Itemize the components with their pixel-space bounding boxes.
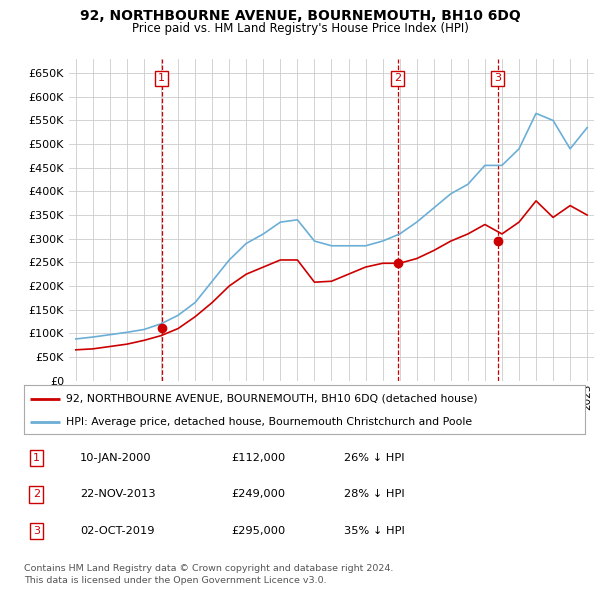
Text: 1: 1: [158, 74, 165, 83]
Text: 22-NOV-2013: 22-NOV-2013: [80, 490, 156, 499]
Text: Contains HM Land Registry data © Crown copyright and database right 2024.: Contains HM Land Registry data © Crown c…: [24, 565, 394, 573]
Text: 92, NORTHBOURNE AVENUE, BOURNEMOUTH, BH10 6DQ (detached house): 92, NORTHBOURNE AVENUE, BOURNEMOUTH, BH1…: [66, 394, 478, 404]
Text: 2: 2: [394, 74, 401, 83]
Text: £112,000: £112,000: [232, 453, 286, 463]
Text: 2: 2: [33, 490, 40, 499]
Text: HPI: Average price, detached house, Bournemouth Christchurch and Poole: HPI: Average price, detached house, Bour…: [66, 417, 472, 427]
Text: £295,000: £295,000: [232, 526, 286, 536]
Text: £249,000: £249,000: [232, 490, 286, 499]
Text: 26% ↓ HPI: 26% ↓ HPI: [344, 453, 404, 463]
Text: 3: 3: [494, 74, 501, 83]
Text: 1: 1: [33, 453, 40, 463]
Text: 35% ↓ HPI: 35% ↓ HPI: [344, 526, 404, 536]
Text: 92, NORTHBOURNE AVENUE, BOURNEMOUTH, BH10 6DQ: 92, NORTHBOURNE AVENUE, BOURNEMOUTH, BH1…: [80, 9, 520, 23]
Text: This data is licensed under the Open Government Licence v3.0.: This data is licensed under the Open Gov…: [24, 576, 326, 585]
Text: 10-JAN-2000: 10-JAN-2000: [80, 453, 152, 463]
Text: 28% ↓ HPI: 28% ↓ HPI: [344, 490, 404, 499]
Text: Price paid vs. HM Land Registry's House Price Index (HPI): Price paid vs. HM Land Registry's House …: [131, 22, 469, 35]
Text: 3: 3: [33, 526, 40, 536]
Text: 02-OCT-2019: 02-OCT-2019: [80, 526, 155, 536]
